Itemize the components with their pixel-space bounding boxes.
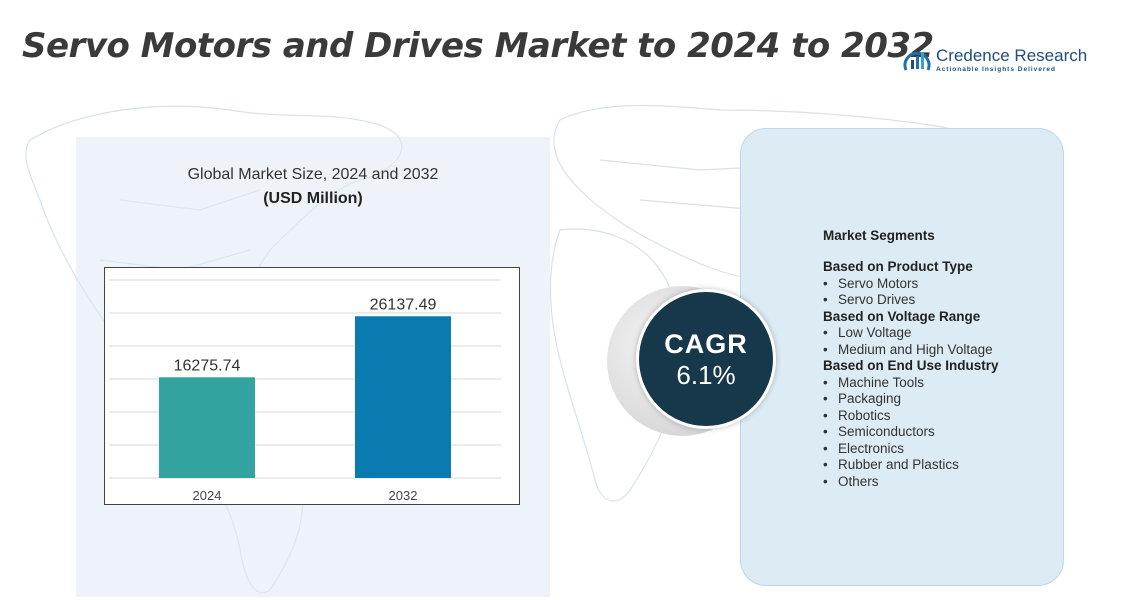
- x-tick-label: 2032: [389, 488, 418, 503]
- logo: Credence Research Actionable Insights De…: [902, 44, 1092, 78]
- segment-item-label: Electronics: [838, 440, 905, 456]
- segment-item: Semiconductors: [823, 424, 1083, 441]
- bar-chart: 16275.74 2024 26137.49 2032: [109, 279, 501, 503]
- segment-group-title: Based on Voltage Range: [823, 308, 981, 324]
- segment-group-title: Based on End Use Industry: [823, 358, 999, 373]
- segment-item-label: Semiconductors: [838, 424, 935, 439]
- segment-item: Others: [823, 474, 1083, 491]
- segment-item: Electronics: [823, 441, 1083, 458]
- logo-name: Credence Research: [936, 46, 1088, 65]
- cagr-badge: CAGR 6.1%: [636, 289, 776, 429]
- logo-icon: [903, 51, 931, 71]
- segment-item: Servo Drives: [823, 292, 1083, 309]
- x-tick-label: 2024: [193, 488, 222, 503]
- segment-item: Robotics: [823, 408, 1083, 425]
- chart-title: Global Market Size, 2024 and 2032: [187, 166, 439, 183]
- segment-item-label: Machine Tools: [838, 374, 925, 390]
- bar-2024: [159, 377, 255, 478]
- segment-group-title: Based on Product Type: [823, 259, 973, 274]
- segment-item-label: Rubber and Plastics: [838, 457, 959, 472]
- segment-item-label: Packaging: [838, 391, 902, 406]
- segment-item: Machine Tools: [823, 375, 1083, 392]
- segment-item-label: Others: [838, 473, 879, 489]
- segment-item-label: Low Voltage: [838, 325, 912, 340]
- chart-frame: 16275.74 2024 26137.49 2032: [104, 267, 520, 505]
- page-title: Servo Motors and Drives Market to 2024 t…: [22, 26, 934, 66]
- segment-item-label: Robotics: [838, 407, 891, 423]
- segment-group-list: Machine ToolsPackagingRoboticsSemiconduc…: [823, 375, 1083, 491]
- cagr-value: 6.1%: [676, 360, 736, 390]
- data-label: 16275.74: [174, 357, 241, 374]
- segments-list: Market Segments Based on Product TypeSer…: [823, 228, 1083, 490]
- segment-item-label: Servo Motors: [838, 275, 919, 291]
- segment-item: Servo Motors: [823, 276, 1083, 293]
- chart-unit: (USD Million): [263, 190, 363, 207]
- segment-group-list: Low VoltageMedium and High Voltage: [823, 325, 1083, 358]
- segments-heading: Market Segments: [823, 228, 935, 243]
- logo-tagline: Actionable Insights Delivered: [936, 66, 1057, 73]
- bar-2032: [355, 316, 451, 478]
- segment-item: Rubber and Plastics: [823, 457, 1083, 474]
- segment-group-list: Servo MotorsServo Drives: [823, 276, 1083, 309]
- segment-item: Packaging: [823, 391, 1083, 408]
- data-label: 26137.49: [370, 296, 437, 313]
- segment-item-label: Servo Drives: [838, 292, 916, 307]
- segment-item: Medium and High Voltage: [823, 342, 1083, 359]
- cagr-label: CAGR: [664, 329, 748, 359]
- segment-item: Low Voltage: [823, 325, 1083, 342]
- segment-item-label: Medium and High Voltage: [838, 341, 993, 357]
